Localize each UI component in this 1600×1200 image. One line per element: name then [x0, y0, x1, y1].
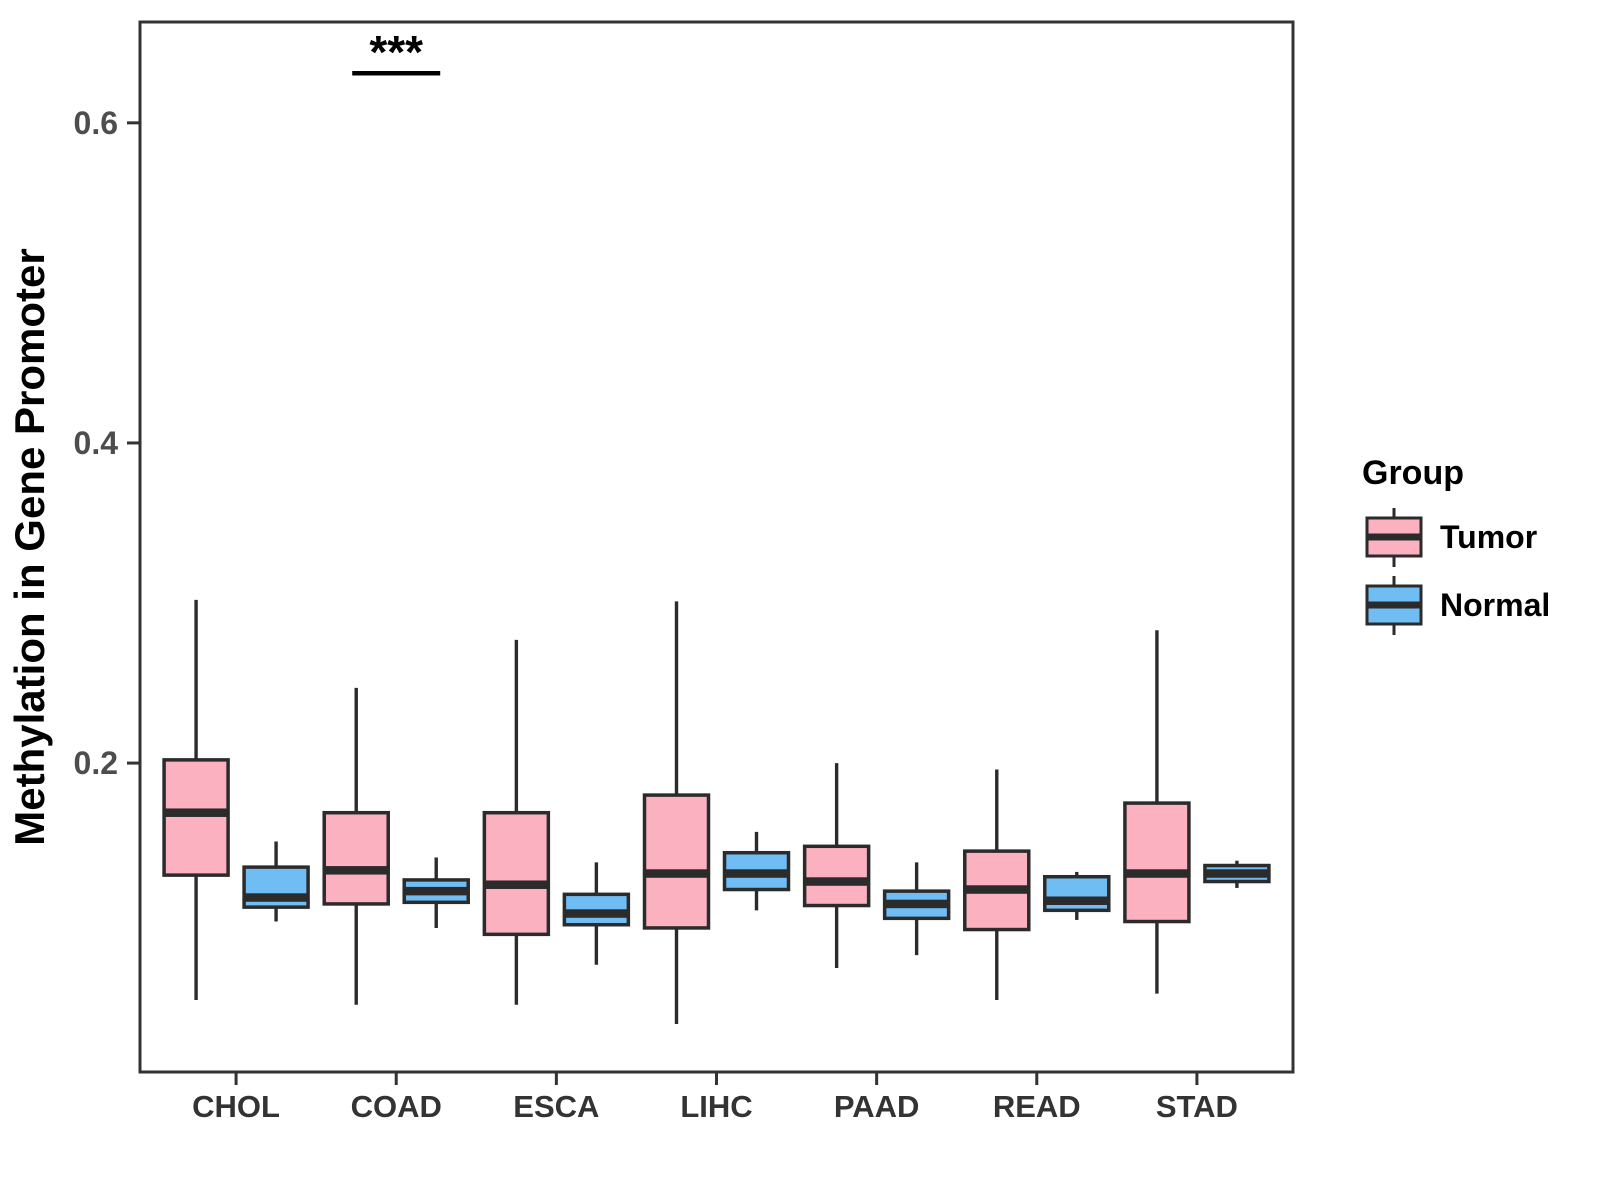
x-tick-label-STAD: STAD [1156, 1089, 1238, 1124]
median-Tumor-ESCA [484, 880, 549, 889]
median-Normal-PAAD [884, 899, 949, 909]
median-Normal-CHOL [244, 893, 309, 902]
panel-border [138, 20, 1295, 1074]
legend-title: Group [1362, 454, 1464, 492]
legend: Group Tumor Normal [1362, 454, 1550, 635]
y-tick-label-0.4: 0.4 [74, 425, 119, 461]
median-Normal-READ [1044, 896, 1109, 905]
median-Tumor-CHOL [164, 808, 229, 817]
x-tick-label-COAD: COAD [351, 1089, 442, 1124]
median-Tumor-COAD [324, 866, 389, 875]
legend-key-tumor-median [1368, 533, 1420, 541]
plot-layer: 0.2 0.4 0.6 CHOL COAD ESCA LIHC PAAD READ STAD *** [74, 26, 1271, 1124]
median-Normal-ESCA [564, 909, 629, 918]
y-tick-label-0.2: 0.2 [74, 745, 118, 781]
significance-label: *** [369, 26, 423, 78]
legend-label-normal: Normal [1440, 587, 1550, 623]
median-Tumor-LIHC [644, 869, 709, 878]
box-Normal-READ [1043, 874, 1111, 913]
legend-key-tumor [1365, 508, 1423, 567]
x-tick-label-PAAD: PAAD [834, 1089, 920, 1124]
median-Normal-STAD [1204, 869, 1269, 878]
x-tick-label-READ: READ [993, 1089, 1081, 1124]
box-Tumor-ESCA [482, 810, 551, 937]
x-tick-label-ESCA: ESCA [513, 1089, 599, 1124]
median-Tumor-PAAD [804, 877, 869, 886]
box-Tumor-LIHC [642, 793, 711, 930]
median-Tumor-STAD [1124, 869, 1189, 878]
legend-label-tumor: Tumor [1440, 519, 1537, 555]
box-Tumor-STAD [1123, 801, 1191, 924]
median-Normal-COAD [404, 886, 469, 896]
box-Tumor-COAD [322, 810, 390, 906]
x-tick-label-LIHC: LIHC [680, 1089, 752, 1124]
y-axis-title: Methylation in Gene Promoter [6, 248, 53, 845]
y-tick-label-0.6: 0.6 [74, 105, 118, 141]
legend-key-normal [1365, 576, 1423, 635]
legend-key-normal-median [1368, 601, 1420, 609]
median-Tumor-READ [964, 885, 1029, 894]
box-Tumor-CHOL [162, 758, 230, 877]
box-Tumor-PAAD [802, 844, 871, 908]
median-Normal-LIHC [724, 869, 789, 878]
x-tick-label-CHOL: CHOL [192, 1089, 280, 1124]
